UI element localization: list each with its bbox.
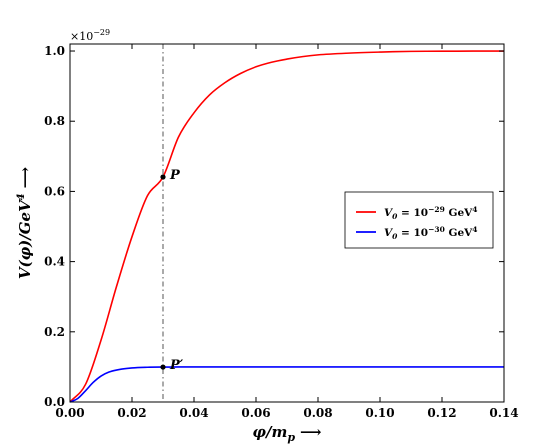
legend-entry-blue: V0 = 10−30 GeV4	[384, 225, 478, 241]
x-tick-label: 0.10	[365, 406, 394, 420]
x-tick-label: 0.12	[427, 406, 456, 420]
x-tick-label: 0.06	[241, 406, 270, 420]
point-label-1: P′	[169, 358, 184, 373]
x-tick-label: 0.02	[117, 406, 146, 420]
x-tick-label: 0.04	[179, 406, 208, 420]
x-axis-label: φ/mp ⟶	[252, 423, 321, 444]
y-tick-label: 0.8	[44, 114, 65, 128]
legend: V0 = 10−29 GeV4 V0 = 10−30 GeV4	[344, 191, 494, 249]
plot-content: P P′	[69, 44, 505, 403]
y-multiplier: ×10−29	[70, 28, 110, 43]
point-label-0: P	[169, 168, 181, 183]
y-tick-label: 1.0	[44, 44, 65, 58]
legend-entry-red: V0 = 10−29 GeV4	[384, 205, 478, 221]
y-tick-label: 0.2	[44, 325, 65, 339]
x-tick-label: 0.08	[303, 406, 332, 420]
point-marker-0	[160, 174, 166, 180]
plot-frame	[69, 43, 505, 403]
series-line-0	[69, 50, 505, 403]
x-tick-label: 0.14	[489, 406, 518, 420]
y-axis-label: V(φ)/GeV4⟶	[16, 167, 34, 279]
ticks: 0.00 0.02 0.04 0.06 0.08 0.10 0.12 0.14 0.0 0.2 0.…	[44, 44, 519, 420]
y-tick-label: 0.4	[44, 255, 65, 269]
x-tick-label: 0.00	[55, 406, 84, 420]
point-marker-1	[160, 364, 166, 370]
y-tick-label: 0.6	[44, 184, 65, 198]
series-line-1	[69, 366, 504, 403]
y-tick-label: 0.0	[44, 395, 65, 409]
legend-box	[344, 191, 494, 249]
